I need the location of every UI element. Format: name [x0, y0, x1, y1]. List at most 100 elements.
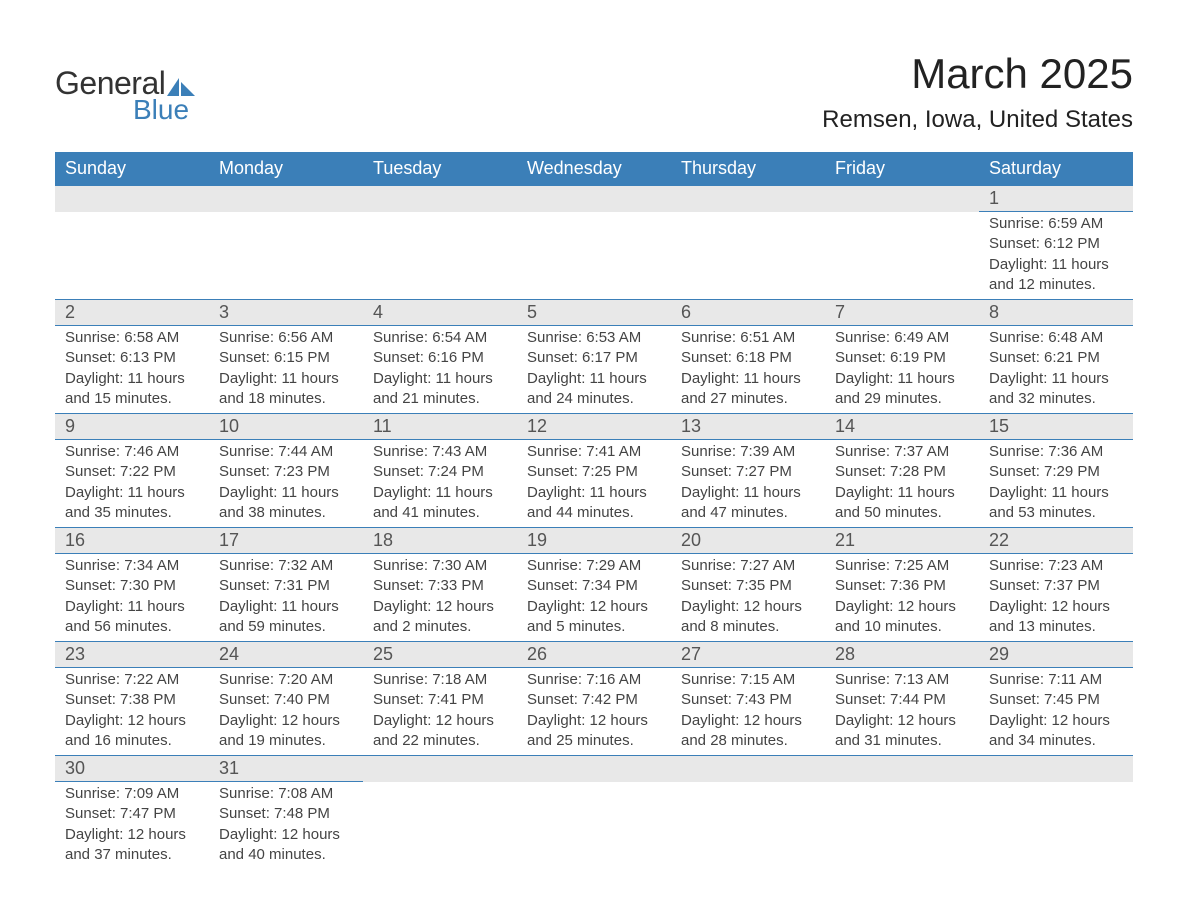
day-details: Sunrise: 6:48 AMSunset: 6:21 PMDaylight:…	[979, 326, 1133, 413]
day-number: 28	[825, 642, 979, 667]
daylight-line: Daylight: 11 hours and 53 minutes.	[989, 483, 1123, 524]
day-number: 26	[517, 642, 671, 667]
sunset-line: Sunset: 7:44 PM	[835, 690, 969, 710]
day-details: Sunrise: 6:51 AMSunset: 6:18 PMDaylight:…	[671, 326, 825, 413]
day-number-cell: 16	[55, 528, 209, 554]
daylight-line: Daylight: 12 hours and 10 minutes.	[835, 597, 969, 638]
daylight-line: Daylight: 12 hours and 16 minutes.	[65, 711, 199, 752]
day-data-cell	[825, 782, 979, 870]
day-number-cell: 27	[671, 642, 825, 668]
daylight-line: Daylight: 11 hours and 24 minutes.	[527, 369, 661, 410]
day-number-cell: 8	[979, 300, 1133, 326]
sunset-line: Sunset: 6:15 PM	[219, 348, 353, 368]
day-number-cell: 24	[209, 642, 363, 668]
daylight-line: Daylight: 11 hours and 44 minutes.	[527, 483, 661, 524]
weekday-header: Friday	[825, 152, 979, 186]
sunset-line: Sunset: 7:33 PM	[373, 576, 507, 596]
day-data-cell	[671, 782, 825, 870]
day-number-cell: 1	[979, 186, 1133, 212]
weekday-header: Thursday	[671, 152, 825, 186]
day-data-cell: Sunrise: 7:32 AMSunset: 7:31 PMDaylight:…	[209, 554, 363, 642]
day-details: Sunrise: 7:13 AMSunset: 7:44 PMDaylight:…	[825, 668, 979, 755]
day-number: 16	[55, 528, 209, 553]
sunrise-line: Sunrise: 7:34 AM	[65, 556, 199, 576]
sunset-line: Sunset: 7:47 PM	[65, 804, 199, 824]
day-number-cell: 5	[517, 300, 671, 326]
day-data-cell	[363, 782, 517, 870]
logo-text-blue: Blue	[133, 94, 195, 126]
day-data-row: Sunrise: 7:46 AMSunset: 7:22 PMDaylight:…	[55, 440, 1133, 528]
day-number-cell	[825, 756, 979, 782]
day-number-cell	[671, 186, 825, 212]
sunset-line: Sunset: 6:16 PM	[373, 348, 507, 368]
day-number-cell	[671, 756, 825, 782]
day-number-cell: 10	[209, 414, 363, 440]
day-number-cell: 7	[825, 300, 979, 326]
daylight-line: Daylight: 11 hours and 41 minutes.	[373, 483, 507, 524]
day-number-cell: 30	[55, 756, 209, 782]
day-number: 19	[517, 528, 671, 553]
daylight-line: Daylight: 12 hours and 2 minutes.	[373, 597, 507, 638]
day-number-cell: 25	[363, 642, 517, 668]
day-data-cell: Sunrise: 6:48 AMSunset: 6:21 PMDaylight:…	[979, 326, 1133, 414]
daylight-line: Daylight: 12 hours and 25 minutes.	[527, 711, 661, 752]
daylight-line: Daylight: 12 hours and 8 minutes.	[681, 597, 815, 638]
day-number: 1	[979, 186, 1133, 211]
sunrise-line: Sunrise: 6:51 AM	[681, 328, 815, 348]
sunrise-line: Sunrise: 7:39 AM	[681, 442, 815, 462]
day-number-cell: 17	[209, 528, 363, 554]
month-title: March 2025	[822, 50, 1133, 98]
day-data-cell	[517, 212, 671, 300]
calendar-table: SundayMondayTuesdayWednesdayThursdayFrid…	[55, 152, 1133, 869]
day-number: 29	[979, 642, 1133, 667]
weekday-header-row: SundayMondayTuesdayWednesdayThursdayFrid…	[55, 152, 1133, 186]
day-number-cell: 12	[517, 414, 671, 440]
sunrise-line: Sunrise: 7:08 AM	[219, 784, 353, 804]
day-data-cell: Sunrise: 7:46 AMSunset: 7:22 PMDaylight:…	[55, 440, 209, 528]
day-data-cell: Sunrise: 7:44 AMSunset: 7:23 PMDaylight:…	[209, 440, 363, 528]
day-number: 20	[671, 528, 825, 553]
day-number-cell: 31	[209, 756, 363, 782]
sunset-line: Sunset: 7:43 PM	[681, 690, 815, 710]
logo: General Blue	[55, 65, 195, 126]
day-data-cell: Sunrise: 6:53 AMSunset: 6:17 PMDaylight:…	[517, 326, 671, 414]
daylight-line: Daylight: 11 hours and 50 minutes.	[835, 483, 969, 524]
day-data-cell: Sunrise: 7:30 AMSunset: 7:33 PMDaylight:…	[363, 554, 517, 642]
daylight-line: Daylight: 12 hours and 37 minutes.	[65, 825, 199, 866]
day-details: Sunrise: 7:43 AMSunset: 7:24 PMDaylight:…	[363, 440, 517, 527]
sunrise-line: Sunrise: 7:11 AM	[989, 670, 1123, 690]
day-details: Sunrise: 7:23 AMSunset: 7:37 PMDaylight:…	[979, 554, 1133, 641]
sunrise-line: Sunrise: 7:20 AM	[219, 670, 353, 690]
day-number-cell	[517, 186, 671, 212]
day-number-cell: 13	[671, 414, 825, 440]
day-number: 17	[209, 528, 363, 553]
day-data-cell: Sunrise: 7:29 AMSunset: 7:34 PMDaylight:…	[517, 554, 671, 642]
day-data-cell: Sunrise: 7:25 AMSunset: 7:36 PMDaylight:…	[825, 554, 979, 642]
sunset-line: Sunset: 7:48 PM	[219, 804, 353, 824]
sunset-line: Sunset: 7:28 PM	[835, 462, 969, 482]
day-details: Sunrise: 7:36 AMSunset: 7:29 PMDaylight:…	[979, 440, 1133, 527]
day-number-row: 9101112131415	[55, 414, 1133, 440]
day-number-row: 1	[55, 186, 1133, 212]
day-number-cell: 18	[363, 528, 517, 554]
day-data-cell: Sunrise: 7:11 AMSunset: 7:45 PMDaylight:…	[979, 668, 1133, 756]
sunset-line: Sunset: 7:35 PM	[681, 576, 815, 596]
sunrise-line: Sunrise: 7:16 AM	[527, 670, 661, 690]
day-details: Sunrise: 7:44 AMSunset: 7:23 PMDaylight:…	[209, 440, 363, 527]
day-number-cell: 15	[979, 414, 1133, 440]
day-data-row: Sunrise: 6:59 AMSunset: 6:12 PMDaylight:…	[55, 212, 1133, 300]
daylight-line: Daylight: 11 hours and 56 minutes.	[65, 597, 199, 638]
day-data-cell	[979, 782, 1133, 870]
day-details: Sunrise: 7:11 AMSunset: 7:45 PMDaylight:…	[979, 668, 1133, 755]
day-data-cell: Sunrise: 6:49 AMSunset: 6:19 PMDaylight:…	[825, 326, 979, 414]
day-number: 13	[671, 414, 825, 439]
day-data-cell: Sunrise: 7:37 AMSunset: 7:28 PMDaylight:…	[825, 440, 979, 528]
day-data-cell: Sunrise: 7:34 AMSunset: 7:30 PMDaylight:…	[55, 554, 209, 642]
day-details: Sunrise: 7:08 AMSunset: 7:48 PMDaylight:…	[209, 782, 363, 869]
daylight-line: Daylight: 12 hours and 34 minutes.	[989, 711, 1123, 752]
sunset-line: Sunset: 7:34 PM	[527, 576, 661, 596]
day-data-cell: Sunrise: 7:23 AMSunset: 7:37 PMDaylight:…	[979, 554, 1133, 642]
sunset-line: Sunset: 7:24 PM	[373, 462, 507, 482]
day-data-cell	[671, 212, 825, 300]
day-number: 15	[979, 414, 1133, 439]
